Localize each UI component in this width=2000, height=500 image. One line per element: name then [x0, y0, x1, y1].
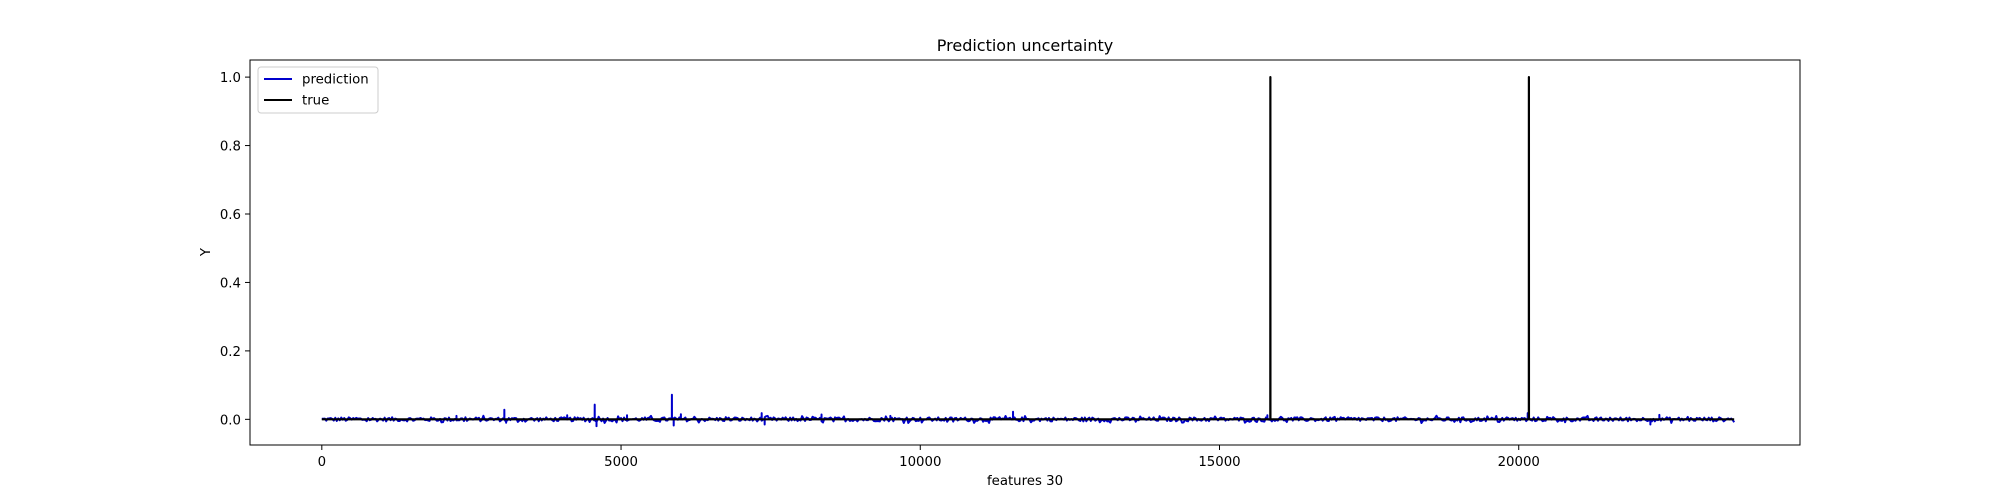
series-layer	[321, 76, 1736, 428]
y-axis-ticks: 0.0 0.2 0.4 0.6 0.8 1.0	[220, 71, 250, 428]
y-tick-label: 0.6	[220, 208, 241, 223]
x-tick-label: 5000	[604, 455, 638, 470]
y-tick-label: 0.4	[220, 276, 241, 291]
chart-title: Prediction uncertainty	[937, 36, 1113, 55]
x-tick-label: 10000	[899, 455, 941, 470]
legend-label-true: true	[302, 94, 329, 109]
y-axis-label: Y	[199, 247, 214, 257]
y-tick-label: 0.8	[220, 140, 241, 155]
legend-label-prediction: prediction	[302, 73, 369, 88]
y-tick-label: 0.2	[220, 345, 241, 360]
plot-area	[249, 59, 1801, 446]
series-line-true	[321, 76, 1735, 421]
y-tick-label: 1.0	[220, 71, 241, 86]
x-tick-label: 20000	[1498, 455, 1540, 470]
axes-frame	[249, 59, 1801, 446]
y-tick-label: 0.0	[220, 413, 241, 428]
legend: prediction true	[257, 66, 379, 114]
x-axis-label: features 30	[987, 474, 1063, 489]
x-tick-label: 0	[318, 455, 326, 470]
x-tick-label: 15000	[1198, 455, 1240, 470]
x-axis-ticks: 0 5000 10000 15000 20000	[318, 445, 1540, 470]
